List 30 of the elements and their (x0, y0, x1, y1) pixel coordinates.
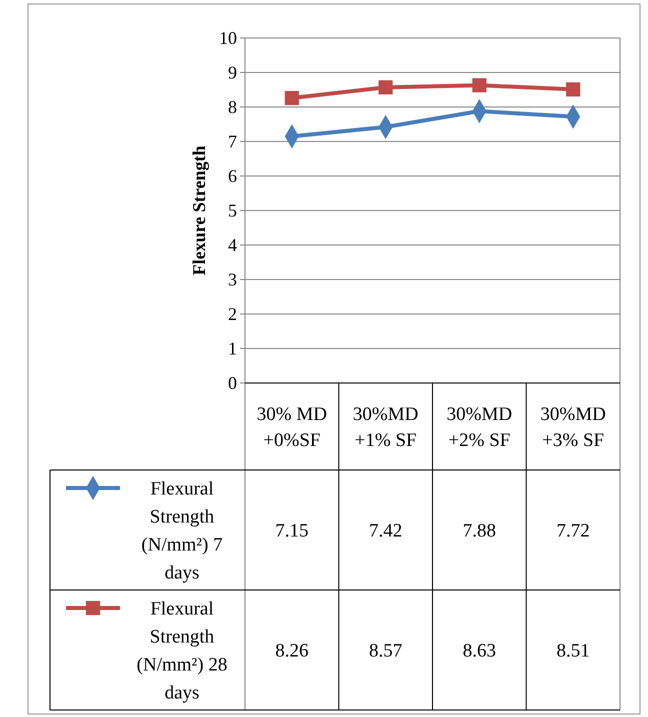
data-label: 8.26 (275, 640, 308, 662)
x-tick-label: 30% MD+0%SF (256, 404, 327, 452)
data-label: 7.88 (462, 520, 496, 542)
point (284, 90, 299, 106)
point (472, 78, 486, 92)
data-label: 8.51 (556, 640, 590, 662)
y-tick-label: 3 (228, 269, 237, 290)
data-label: 8.63 (462, 640, 496, 662)
x-tick-label: 30%MD+1% SF (352, 404, 418, 452)
y-tick-label: 10 (219, 28, 237, 48)
data-label: 7.42 (369, 520, 402, 542)
legend-label: Flexural Strength (N/mm²) 28 days (136, 598, 228, 704)
point (566, 82, 580, 96)
y-tick-label: 2 (228, 304, 237, 324)
y-tick-label: 1 (228, 338, 237, 358)
y-tick-label: 5 (228, 200, 237, 220)
y-tick-label: 9 (228, 62, 237, 82)
data-label: 7.72 (556, 520, 590, 542)
y-axis-title: Flexure Strength (189, 146, 209, 276)
y-tick-label: 0 (228, 372, 237, 393)
y-tick-label: 6 (228, 166, 237, 186)
legend-label: Flexural Strength (N/mm²) 7 days (141, 478, 223, 584)
y-tick-label: 8 (228, 96, 237, 117)
point (378, 80, 393, 94)
data-label: 8.57 (369, 640, 402, 662)
y-tick-label: 4 (228, 234, 237, 255)
x-tick-label: 30%MD+3% SF (540, 404, 606, 452)
y-tick-label: 7 (228, 131, 237, 152)
data-label: 7.15 (275, 520, 308, 542)
x-tick-label: 30%MD+2% SF (446, 404, 512, 452)
